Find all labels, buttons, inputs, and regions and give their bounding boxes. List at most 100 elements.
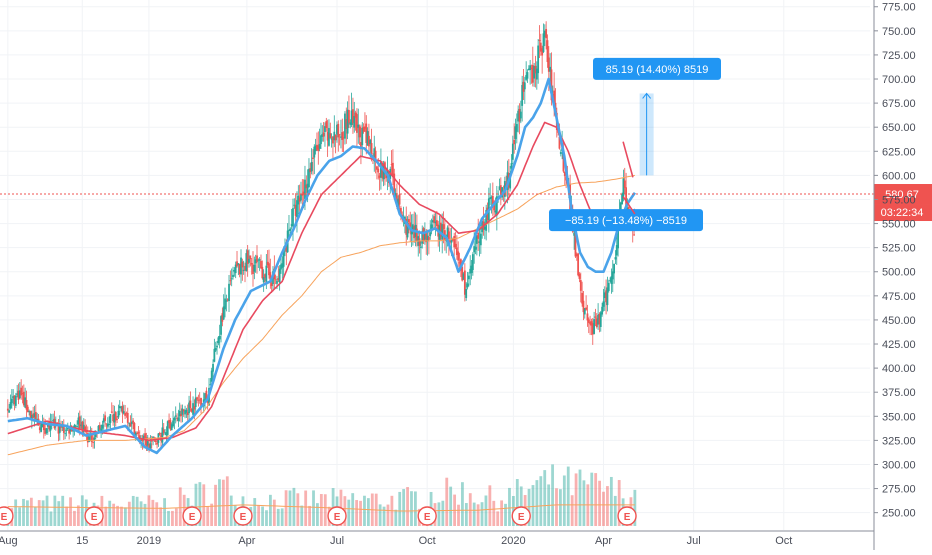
candle-body xyxy=(543,30,546,38)
candle-body xyxy=(579,280,582,291)
candle-body xyxy=(126,412,129,423)
volume-bar xyxy=(80,495,84,526)
candle-body xyxy=(182,409,185,412)
candle-body xyxy=(425,233,428,243)
candle-body xyxy=(102,418,105,423)
candle-body xyxy=(625,187,627,207)
y-tick-label: 575.00 xyxy=(882,194,916,206)
candle-body xyxy=(77,417,80,425)
candle-body xyxy=(380,161,382,178)
volume-bar xyxy=(578,469,582,526)
y-tick-label: 400.00 xyxy=(882,363,916,375)
volume-bar xyxy=(171,510,174,526)
candle-body xyxy=(324,126,326,133)
candle-body xyxy=(574,228,577,257)
drawing-tools[interactable]: 580.67 03:22:34 85.19 (14.40%) 8519 −85.19 … xyxy=(0,57,932,232)
candle-body xyxy=(277,278,280,281)
candle-body xyxy=(477,232,480,239)
earnings-label: E xyxy=(424,512,431,523)
candle-body xyxy=(518,108,521,122)
price-axis[interactable]: 775.00 750.00 725.00 700.00 675.00 650.00 625.… xyxy=(873,0,916,550)
candle-body xyxy=(237,263,240,265)
candle-body xyxy=(242,269,245,271)
candle-body xyxy=(362,126,365,132)
candle-body xyxy=(426,235,429,242)
candle-body xyxy=(250,263,253,265)
candle-body xyxy=(309,168,312,173)
candle-body xyxy=(308,168,310,188)
candle-body xyxy=(465,289,468,299)
candle-body xyxy=(249,255,252,260)
candle-body xyxy=(290,224,293,227)
x-tick-label: 15 xyxy=(76,535,88,547)
candle-body xyxy=(517,110,520,122)
candle-body xyxy=(190,408,193,412)
volume-bar xyxy=(265,510,268,526)
candle-body xyxy=(128,422,130,424)
candle-body xyxy=(313,146,316,158)
candle-body xyxy=(133,423,136,437)
candle-body xyxy=(593,319,596,334)
candle-body xyxy=(463,270,466,295)
moving-averages xyxy=(7,77,636,456)
candle-body xyxy=(614,257,617,260)
candle-body xyxy=(595,318,598,327)
candle-body xyxy=(537,45,540,74)
volume-bar xyxy=(178,487,182,526)
volume-bar xyxy=(269,494,272,526)
candle-body xyxy=(408,219,410,223)
candle-body xyxy=(522,81,525,92)
volume-bar xyxy=(480,502,484,526)
candle-body xyxy=(82,424,85,432)
candle-body xyxy=(22,391,25,406)
candle-body xyxy=(513,139,516,145)
candle-body xyxy=(328,128,330,146)
candle-body xyxy=(337,123,340,138)
volume-bar xyxy=(280,508,284,526)
candle-body xyxy=(216,345,218,348)
candle-body xyxy=(598,314,601,325)
volume-bar xyxy=(214,484,217,526)
countdown-tag xyxy=(874,204,932,222)
volume-bar xyxy=(570,495,574,526)
candle-body xyxy=(434,221,437,224)
candle-body xyxy=(623,180,626,188)
candle-body xyxy=(276,280,278,284)
volume-bar xyxy=(37,500,41,526)
candle-body xyxy=(125,412,128,414)
candle-body xyxy=(342,137,345,139)
candle-body xyxy=(533,66,536,79)
y-tick-label: 600.00 xyxy=(882,170,916,182)
candle-body xyxy=(148,443,150,448)
candle-body xyxy=(471,254,474,270)
candle-body xyxy=(521,84,524,106)
volume-bar xyxy=(53,495,57,526)
candle-body xyxy=(499,185,502,198)
candle-body xyxy=(349,122,352,125)
candle-body xyxy=(114,412,117,421)
candle-body xyxy=(97,425,100,432)
candle-body xyxy=(88,436,91,442)
volume-bar xyxy=(355,500,359,526)
candle-body xyxy=(144,433,146,440)
candle-body xyxy=(168,419,170,423)
volume-bar xyxy=(382,506,386,526)
volume-bar xyxy=(151,499,155,526)
candle-body xyxy=(18,390,21,399)
candle-body xyxy=(539,42,542,52)
candle-body xyxy=(336,124,338,135)
y-tick-label: 625.00 xyxy=(882,146,916,158)
time-axis[interactable]: Aug 15 2019 Apr Jul Oct 2020 Apr Jul Oct xyxy=(0,530,874,547)
candle-body xyxy=(400,207,402,217)
volume-bar xyxy=(598,480,601,526)
volume-bar xyxy=(276,508,280,526)
candle-body xyxy=(200,397,202,407)
volume-bar xyxy=(316,503,319,526)
candle-body xyxy=(326,132,329,141)
volume-bar xyxy=(65,506,69,526)
candle-body xyxy=(213,348,216,362)
candle-body xyxy=(194,397,197,408)
